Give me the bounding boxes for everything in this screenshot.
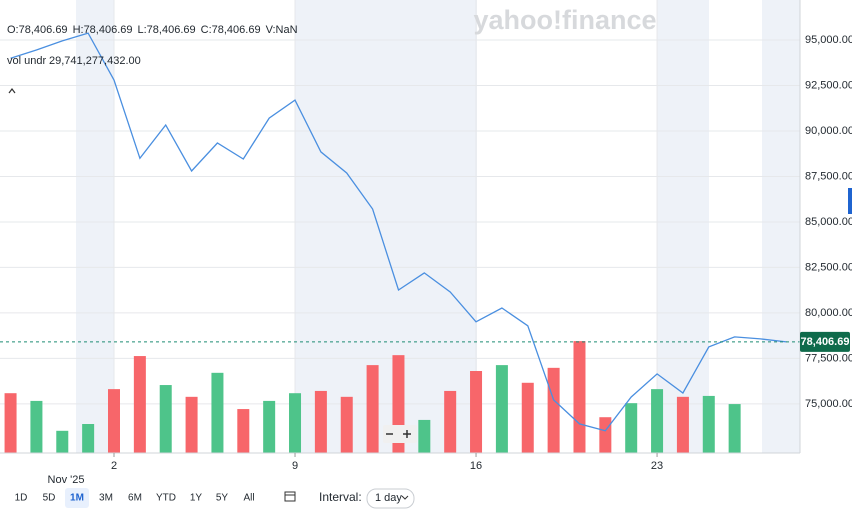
ohlc-value: V:NaN (266, 24, 298, 36)
shade (76, 0, 114, 453)
y-tick-label: 80,000.00 (805, 307, 852, 319)
volume-bar (625, 403, 638, 453)
volume-bar (289, 393, 302, 453)
volume-bar (521, 382, 534, 453)
volume-label: vol undr (7, 55, 46, 67)
volume-bar (495, 365, 508, 453)
range-button[interactable]: 6M (128, 493, 142, 504)
interval-label: Interval: (319, 490, 362, 504)
volume-bar (573, 341, 586, 453)
volume-bar (211, 372, 224, 453)
y-tick-label: 82,500.00 (805, 261, 852, 273)
range-button[interactable]: All (243, 493, 254, 504)
volume-value: 29,741,277,432.00 (49, 55, 141, 67)
interval-dropdown[interactable] (366, 488, 415, 509)
x-tick-label: 16 (470, 460, 482, 472)
volume-bar (340, 396, 353, 453)
interval-value[interactable]: 1 day (375, 492, 402, 504)
volume-bar (651, 389, 664, 453)
volume-bar (30, 400, 43, 453)
y-tick-label: 92,500.00 (805, 79, 852, 91)
x-tick-label: 23 (651, 460, 663, 472)
volume-bar (702, 395, 715, 453)
ohlc-value: O:78,406.69 (7, 24, 68, 36)
range-button[interactable]: YTD (156, 493, 176, 504)
volume-bar (676, 396, 689, 453)
y-tick-label: 75,000.00 (805, 398, 852, 410)
y-tick-label: 90,000.00 (805, 125, 852, 137)
scroll-marker (848, 188, 852, 214)
price-tag (800, 331, 850, 352)
volume-bar (599, 417, 612, 453)
range-button[interactable]: 5D (43, 493, 56, 504)
y-tick-label: 77,500.00 (805, 352, 852, 364)
price-tag-label: 78,406.69 (801, 336, 850, 348)
volume-bar (263, 400, 276, 453)
volume-bar (237, 409, 250, 453)
range-button[interactable]: 1M (70, 493, 84, 504)
x-tick-label: 9 (292, 460, 298, 472)
calendar-icon[interactable] (284, 491, 296, 502)
volume-bar (444, 390, 457, 453)
shade (762, 0, 800, 453)
volume-bar (366, 365, 379, 453)
volume-bar (56, 430, 69, 453)
volume-bar (133, 356, 146, 453)
ohlc-value: C:78,406.69 (201, 24, 261, 36)
ohlc-value: L:78,406.69 (138, 24, 196, 36)
volume-bar (82, 424, 95, 453)
price-line (10, 32, 787, 432)
volume-bar (547, 367, 560, 453)
range-button[interactable]: 3M (99, 493, 113, 504)
volume-bar (159, 385, 172, 453)
volume-bar (418, 419, 431, 453)
y-tick-label: 95,000.00 (805, 34, 852, 46)
zoom-bg (383, 425, 417, 443)
calendar-box (284, 491, 296, 502)
volume-bar (728, 404, 741, 453)
volume-bar (185, 396, 198, 453)
range-button[interactable]: 5Y (216, 493, 229, 504)
volume-bar (314, 390, 327, 453)
volume-bar (470, 371, 483, 453)
range-button[interactable]: 1D (15, 493, 28, 504)
y-tick-label: 87,500.00 (805, 170, 852, 182)
range-button[interactable]: 1Y (190, 493, 203, 504)
x-period-label: Nov '25 (48, 474, 85, 486)
range-selected-bg (65, 488, 89, 508)
volume-bar (108, 389, 120, 453)
x-tick-label: 2 (111, 460, 117, 472)
logo: yahoo!finance (473, 5, 656, 35)
y-tick-label: 85,000.00 (805, 216, 852, 228)
collapse-icon[interactable] (8, 88, 16, 94)
shade (657, 0, 709, 453)
ohlc-value: H:78,406.69 (73, 24, 133, 36)
shade (295, 0, 477, 453)
volume-bar (4, 393, 17, 453)
dropdown-arrow (401, 495, 409, 500)
zoom-controls[interactable] (383, 425, 417, 443)
